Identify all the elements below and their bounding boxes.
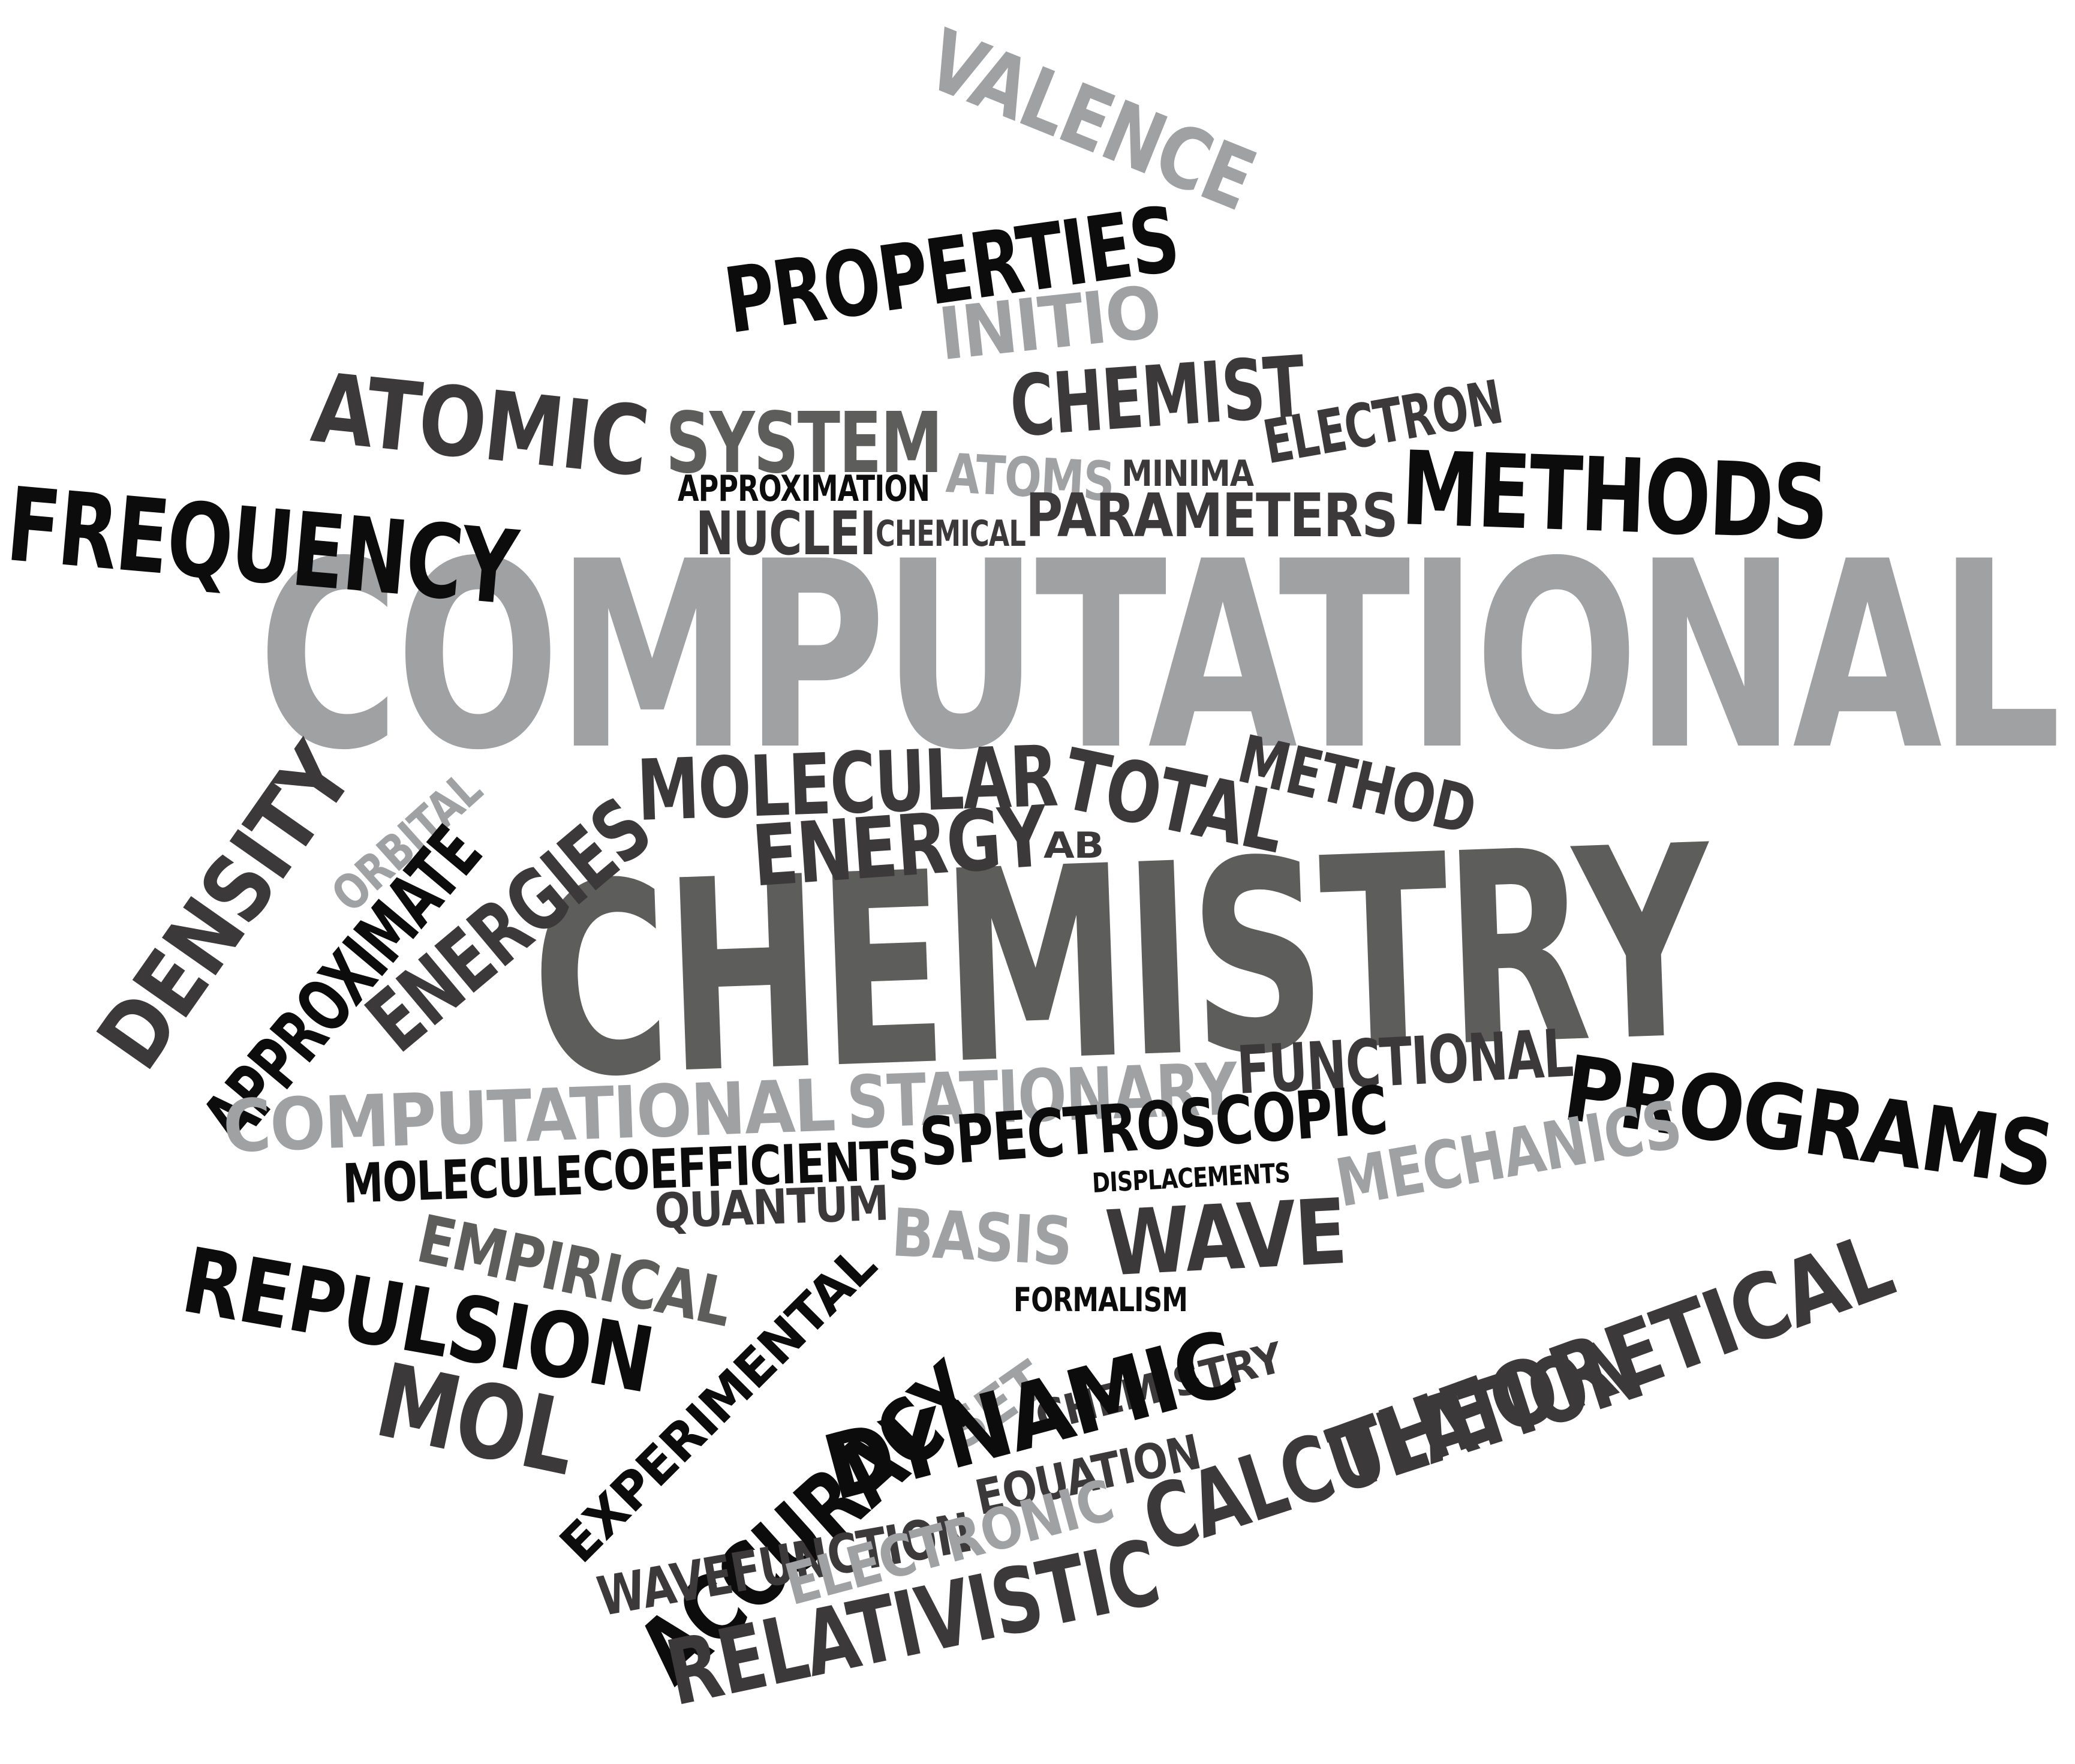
word-parameters: PARAMETERS (1026, 480, 1399, 551)
word-chemical: CHEMICAL (876, 513, 1026, 555)
word-approximation: APPROXIMATION (678, 468, 930, 510)
word-chemist: CHEMIST (1007, 338, 1307, 456)
word-formalism: FORMALISM (1014, 1281, 1188, 1319)
word-frequency: FREQUENCY (2, 465, 521, 629)
word-wave: WAVE (1103, 1180, 1348, 1297)
word-nuclei: NUCLEI (696, 498, 876, 569)
word-computational-main: COMPUTATIONAL (258, 507, 2061, 807)
word-energy: ENERGY (749, 788, 1049, 906)
word-molecule: MOLECULE (341, 1144, 584, 1216)
word-valence: VALENCE (913, 11, 1267, 230)
word-atomic: ATOMIC (306, 351, 653, 498)
word-quantum: QUANTUM (653, 1175, 889, 1239)
word-system: SYSTEM (666, 395, 943, 492)
word-minima: MINIMA (1121, 453, 1254, 495)
word-ab: AB (1043, 825, 1104, 867)
word-basis: BASIS (889, 1194, 1073, 1281)
word-methods: METHODS (1399, 429, 1829, 563)
